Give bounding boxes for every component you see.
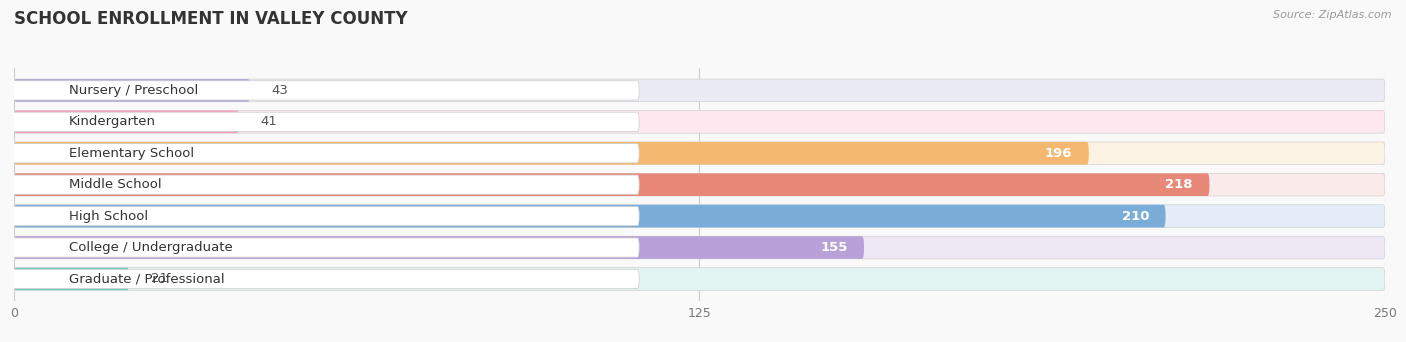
FancyBboxPatch shape	[14, 79, 250, 102]
FancyBboxPatch shape	[8, 238, 640, 257]
Text: College / Undergraduate: College / Undergraduate	[69, 241, 232, 254]
FancyBboxPatch shape	[14, 110, 239, 133]
Text: 21: 21	[152, 273, 169, 286]
FancyBboxPatch shape	[14, 173, 1385, 196]
FancyBboxPatch shape	[8, 144, 640, 163]
FancyBboxPatch shape	[14, 205, 1166, 227]
Text: High School: High School	[69, 210, 148, 223]
FancyBboxPatch shape	[14, 236, 863, 259]
Text: 196: 196	[1045, 147, 1073, 160]
FancyBboxPatch shape	[14, 110, 1385, 133]
Text: 210: 210	[1122, 210, 1149, 223]
Text: 218: 218	[1166, 178, 1192, 191]
FancyBboxPatch shape	[14, 142, 1385, 165]
FancyBboxPatch shape	[8, 112, 640, 131]
Text: Source: ZipAtlas.com: Source: ZipAtlas.com	[1274, 10, 1392, 20]
FancyBboxPatch shape	[8, 207, 640, 226]
Text: SCHOOL ENROLLMENT IN VALLEY COUNTY: SCHOOL ENROLLMENT IN VALLEY COUNTY	[14, 10, 408, 28]
FancyBboxPatch shape	[14, 142, 1088, 165]
Text: Middle School: Middle School	[69, 178, 162, 191]
Text: 155: 155	[820, 241, 848, 254]
FancyBboxPatch shape	[8, 81, 640, 100]
FancyBboxPatch shape	[14, 173, 1209, 196]
Text: Elementary School: Elementary School	[69, 147, 194, 160]
FancyBboxPatch shape	[14, 268, 129, 290]
FancyBboxPatch shape	[14, 268, 1385, 290]
FancyBboxPatch shape	[8, 175, 640, 194]
Text: Kindergarten: Kindergarten	[69, 115, 156, 128]
FancyBboxPatch shape	[14, 236, 1385, 259]
Text: 41: 41	[262, 115, 278, 128]
FancyBboxPatch shape	[8, 269, 640, 289]
FancyBboxPatch shape	[14, 79, 1385, 102]
FancyBboxPatch shape	[14, 205, 1385, 227]
Text: Nursery / Preschool: Nursery / Preschool	[69, 84, 198, 97]
Text: Graduate / Professional: Graduate / Professional	[69, 273, 225, 286]
Text: 43: 43	[271, 84, 288, 97]
